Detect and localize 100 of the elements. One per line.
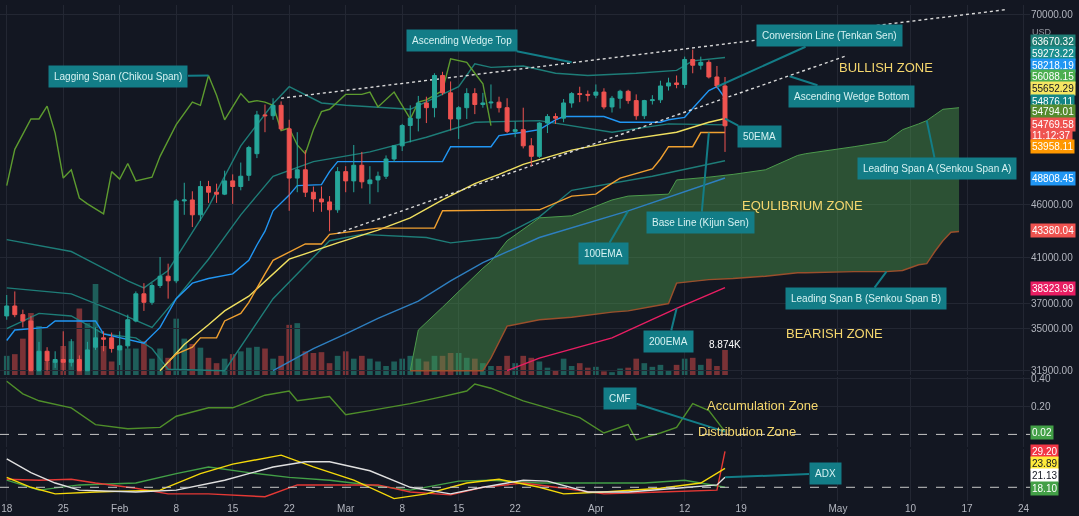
candlestick — [544, 113, 550, 134]
bar — [359, 355, 365, 375]
annotation: ADX — [815, 468, 836, 479]
bar — [601, 371, 607, 375]
bar — [633, 358, 640, 375]
candlestick — [343, 165, 349, 193]
candlestick — [391, 144, 397, 163]
candlestick — [431, 72, 437, 118]
text: 18.10 — [1032, 483, 1058, 494]
candlestick — [601, 87, 607, 110]
x-tick-label: Mar — [337, 503, 355, 514]
annotation: 50EMA — [743, 131, 777, 142]
bar — [350, 358, 357, 375]
candlestick — [512, 120, 518, 138]
candlestick — [246, 145, 252, 182]
candlestick — [561, 98, 567, 123]
candlestick — [133, 290, 139, 323]
candlestick — [649, 94, 655, 106]
bar — [496, 365, 502, 375]
candlestick — [666, 77, 671, 92]
candlestick — [553, 112, 558, 125]
text: 63670.32 — [1032, 36, 1075, 47]
candlestick — [189, 190, 195, 228]
bar — [697, 364, 704, 375]
candlestick — [44, 346, 50, 372]
x-tick-label: May — [828, 503, 848, 514]
candlestick — [319, 186, 324, 213]
candlestick — [536, 121, 542, 159]
candlestick — [633, 93, 639, 121]
candlestick — [157, 256, 163, 289]
bar — [528, 357, 535, 375]
bar — [488, 365, 494, 375]
bar — [471, 358, 478, 375]
annotation: 200EMA — [649, 336, 688, 347]
bar — [133, 348, 139, 375]
annotation: Distribution Zone — [698, 424, 797, 439]
y-tick-label: 46000.00 — [1031, 199, 1074, 211]
candlestick — [423, 96, 429, 124]
candlestick — [577, 86, 583, 103]
candlestick — [76, 354, 82, 372]
bar — [237, 351, 244, 375]
text: 38323.99 — [1032, 283, 1075, 294]
y-tick-label: 70000.00 — [1031, 9, 1074, 21]
candlestick — [674, 74, 680, 89]
x-tick-label: 22 — [509, 503, 522, 514]
annotation: Conversion Line (Tenkan Sen) — [762, 30, 897, 41]
candlestick — [690, 49, 696, 74]
x-tick-label: 25 — [57, 503, 70, 514]
candlestick — [60, 330, 66, 372]
candlestick — [714, 65, 720, 89]
text: USD — [1032, 27, 1052, 37]
bar — [149, 358, 155, 375]
annotation: Lagging Span (Chikou Span) — [54, 71, 183, 82]
bar — [463, 357, 470, 375]
candlestick — [181, 182, 187, 216]
candlestick — [448, 80, 454, 132]
annotation: Leading Span A (Senkou Span A) — [863, 163, 1012, 174]
candlestick — [230, 173, 236, 205]
bar — [391, 361, 397, 375]
bar — [20, 338, 26, 375]
candlestick — [569, 91, 575, 109]
candlestick — [641, 99, 647, 120]
candlestick — [504, 97, 510, 134]
candlestick — [165, 263, 171, 300]
text: 29.20 — [1032, 446, 1058, 457]
annotation: Ascending Wedge Top — [412, 35, 513, 46]
candlestick — [302, 149, 308, 198]
x-tick-label: 15 — [227, 503, 239, 514]
y-tick-label: 41000.00 — [1031, 251, 1074, 263]
candlestick — [262, 104, 268, 133]
candlestick — [206, 180, 211, 204]
candlestick — [109, 332, 115, 354]
bar — [367, 358, 373, 375]
candlestick — [415, 95, 421, 132]
bar — [141, 341, 147, 375]
candlestick — [520, 107, 526, 149]
candlestick — [456, 105, 462, 140]
annotation: Base Line (Kijun Sen) — [652, 217, 749, 228]
candlestick — [464, 87, 470, 120]
y-tick-label: 0.20 — [1031, 400, 1051, 412]
x-tick-label: 8 — [399, 503, 406, 514]
candlestick — [351, 144, 357, 193]
annotation: EQULIBRIUM ZONE — [742, 198, 863, 213]
x-tick-label: 10 — [905, 503, 917, 514]
candlestick — [197, 180, 203, 222]
annotation: Ascending Wedge Bottom — [794, 91, 910, 102]
annotation: Leading Span B (Senkou Span B) — [791, 293, 942, 304]
bar — [254, 346, 260, 375]
bar — [714, 365, 720, 375]
bar — [609, 372, 615, 375]
candlestick — [472, 87, 478, 115]
text: 11:12:37 — [1032, 130, 1071, 141]
candlestick — [327, 195, 333, 232]
candlestick — [383, 154, 389, 180]
x-tick-label: 17 — [961, 503, 974, 514]
candlestick — [657, 80, 663, 104]
candlestick — [222, 170, 228, 196]
candlestick — [698, 56, 704, 71]
candlestick — [20, 309, 26, 328]
text: 54769.58 — [1032, 119, 1075, 130]
